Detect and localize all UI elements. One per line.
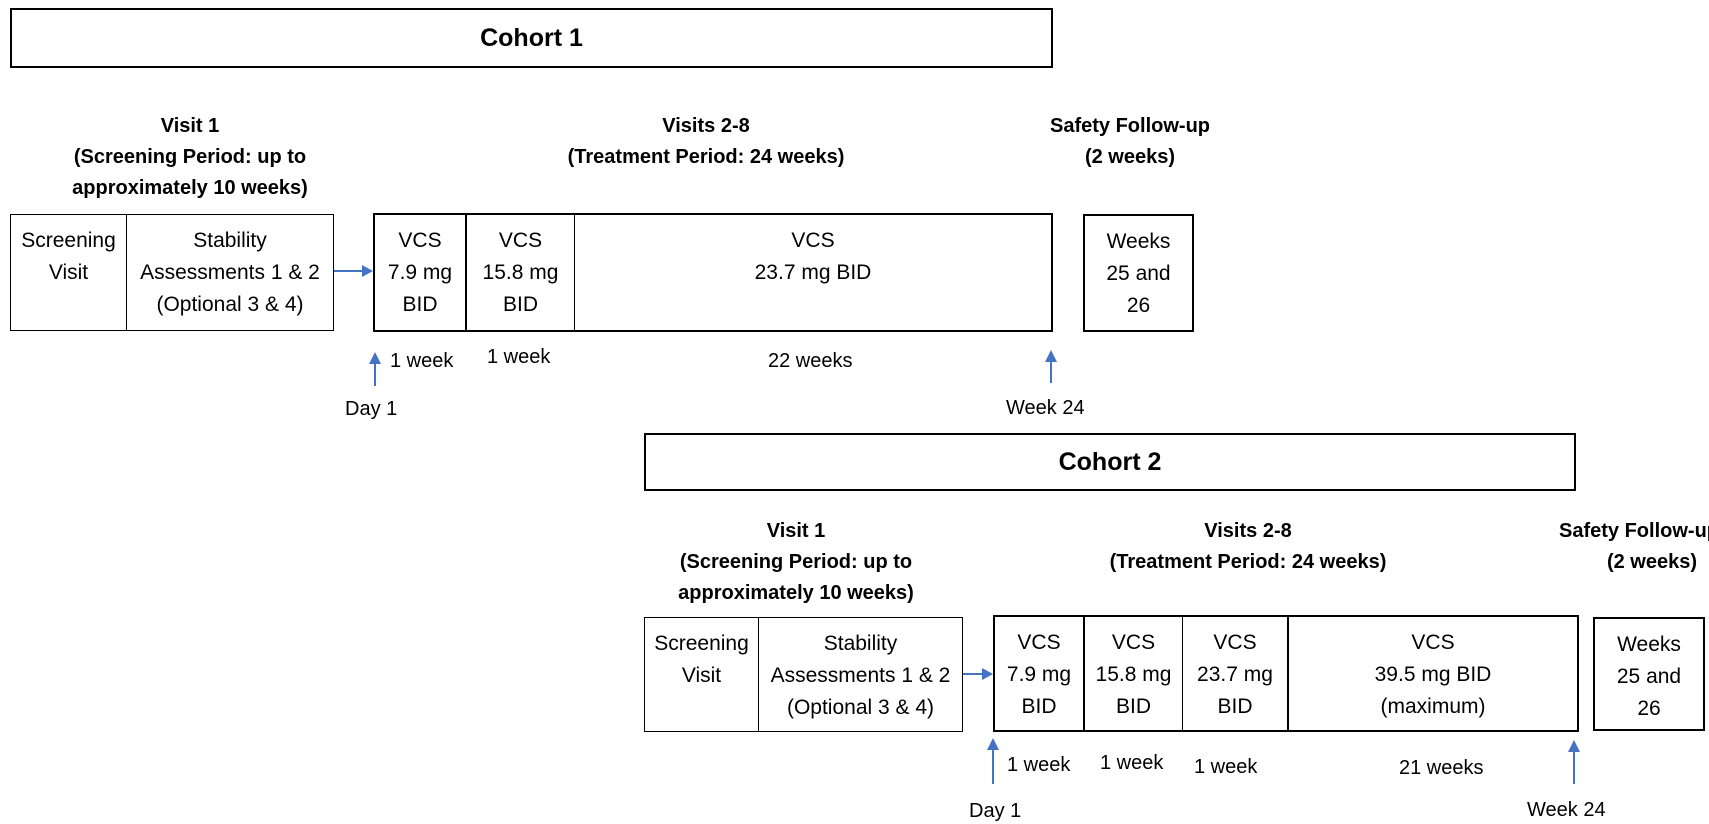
cell-line: BID [402, 293, 438, 316]
cell-line: 39.5 mg BID [1374, 663, 1492, 686]
cohort1-week24-label: Week 24 [1006, 397, 1085, 419]
cell-line: (maximum) [1380, 695, 1486, 718]
cell-line: BID [1115, 695, 1151, 718]
cohort2-treatment-box: VCS 7.9 mg BID VCS 15.8 mg BID VCS 23.7 … [993, 615, 1579, 732]
cohort1-visits2-8-header: Visits 2-8 (Treatment Period: 24 weeks) [536, 111, 876, 173]
cohort2-transition-arrow [963, 668, 993, 680]
cell-line: Screening [654, 632, 749, 655]
cell-line: 23.7 mg [1197, 663, 1273, 686]
cohort2-day1-label: Day 1 [969, 800, 1022, 822]
cohort2-title: Cohort 2 [1058, 447, 1162, 476]
cohort1-duration-2: 1 week [487, 346, 551, 368]
screening-visit-cell: Screening Visit [11, 215, 126, 330]
cell-line: Stability [193, 229, 267, 252]
cohort1-treatment-box: VCS 7.9 mg BID VCS 15.8 mg BID VCS 23.7 … [373, 213, 1053, 332]
cell-line: VCS [498, 229, 543, 252]
cell-line: 15.8 mg [482, 261, 559, 284]
cohort2-safety-header: Safety Follow-up (2 weeks) [1559, 516, 1709, 578]
cell-line: Weeks [1106, 230, 1171, 253]
cell-line: BID [1021, 695, 1057, 718]
cell-line: BID [502, 293, 538, 316]
header-line: (2 weeks) [1606, 551, 1697, 573]
cell-line: Weeks [1617, 633, 1681, 656]
cohort1-duration-1: 1 week [390, 350, 454, 372]
header-line: Visit 1 [766, 520, 826, 542]
cohort2-duration-3: 1 week [1194, 756, 1258, 778]
cohort2-visits2-8-header: Visits 2-8 (Treatment Period: 24 weeks) [1078, 516, 1418, 578]
cell-line: Assessments 1 & 2 [770, 664, 951, 687]
cell-line: Visit [48, 261, 89, 284]
cell-line: Stability [823, 632, 898, 655]
header-line: Safety Follow-up [1050, 115, 1210, 137]
header-line: approximately 10 weeks) [678, 582, 914, 604]
cohort2-safety-box: Weeks 25 and 26 [1593, 617, 1705, 731]
cell-line: 15.8 mg [1095, 663, 1172, 686]
dose-cell-15-8mg: VCS 15.8 mg BID [1083, 617, 1182, 730]
cohort1-duration-3: 22 weeks [768, 350, 853, 372]
header-line: (2 weeks) [1084, 146, 1176, 168]
safety-weeks-cell: Weeks 25 and 26 [1595, 619, 1703, 729]
cohort2-week24-arrow [1568, 740, 1580, 784]
cohort2-screening-box: Screening Visit Stability Assessments 1 … [644, 617, 963, 732]
cohort2-duration-2: 1 week [1100, 752, 1164, 774]
cohort1-week24-arrow [1045, 350, 1057, 383]
cohort2-duration-4: 21 weeks [1399, 757, 1484, 779]
dose-cell-15-8mg: VCS 15.8 mg BID [465, 215, 574, 330]
cell-line: 7.9 mg [387, 261, 453, 284]
dose-cell-23-7mg: VCS 23.7 mg BID [1182, 617, 1287, 730]
cell-line: 23.7 mg BID [754, 261, 872, 284]
cohort1-day1-label: Day 1 [345, 398, 398, 420]
cell-line: VCS [1017, 631, 1061, 654]
dose-cell-7-9mg: VCS 7.9 mg BID [995, 617, 1083, 730]
cell-line: VCS [1411, 631, 1455, 654]
header-line: (Screening Period: up to [73, 146, 307, 168]
cell-line: 25 and [1106, 262, 1171, 285]
cell-line: VCS [398, 229, 442, 252]
safety-weeks-cell: Weeks 25 and 26 [1085, 216, 1192, 330]
cohort2-banner: Cohort 2 [644, 433, 1576, 491]
stability-assessments-cell: Stability Assessments 1 & 2 (Optional 3 … [126, 215, 333, 330]
header-line: (Treatment Period: 24 weeks) [1109, 551, 1387, 573]
header-line: Visits 2-8 [662, 115, 750, 137]
cohort1-transition-arrow [334, 265, 373, 277]
cell-line: VCS [1111, 631, 1156, 654]
dose-cell-23-7mg: VCS 23.7 mg BID [574, 215, 1051, 330]
cell-line: (Optional 3 & 4) [156, 293, 304, 316]
cell-line: BID [1217, 695, 1253, 718]
cell-line: 25 and [1616, 665, 1682, 688]
cohort1-banner: Cohort 1 [10, 8, 1053, 68]
cell-line: Visit [681, 664, 722, 687]
cohort2-day1-arrow [987, 738, 999, 784]
screening-visit-cell: Screening Visit [645, 618, 758, 731]
cell-line: (Optional 3 & 4) [786, 696, 935, 719]
cohort1-visit1-header: Visit 1 (Screening Period: up to approxi… [40, 111, 340, 204]
cell-line: 26 [1126, 294, 1151, 317]
header-line: Safety Follow-up [1559, 520, 1709, 542]
dose-cell-39-5mg: VCS 39.5 mg BID (maximum) [1287, 617, 1577, 730]
cohort1-screening-box: Screening Visit Stability Assessments 1 … [10, 214, 334, 331]
cell-line: 7.9 mg [1006, 663, 1072, 686]
cohort1-day1-arrow [369, 352, 381, 386]
cell-line: VCS [1213, 631, 1257, 654]
cohort1-title: Cohort 1 [480, 23, 583, 52]
cohort2-duration-1: 1 week [1007, 754, 1071, 776]
cell-line: Assessments 1 & 2 [140, 261, 320, 284]
header-line: approximately 10 weeks) [72, 177, 308, 199]
header-line: Visits 2-8 [1204, 520, 1292, 542]
cell-line: Screening [21, 229, 116, 252]
cohort2-visit1-header: Visit 1 (Screening Period: up to approxi… [646, 516, 946, 609]
stability-assessments-cell: Stability Assessments 1 & 2 (Optional 3 … [758, 618, 962, 731]
cell-line: 26 [1637, 697, 1661, 720]
dose-cell-7-9mg: VCS 7.9 mg BID [375, 215, 465, 330]
cohort1-safety-box: Weeks 25 and 26 [1083, 214, 1194, 332]
cell-line: VCS [791, 229, 835, 252]
header-line: (Screening Period: up to [679, 551, 913, 573]
cohort2-week24-label: Week 24 [1527, 799, 1606, 821]
header-line: (Treatment Period: 24 weeks) [567, 146, 845, 168]
header-line: Visit 1 [160, 115, 220, 137]
cohort1-safety-header: Safety Follow-up (2 weeks) [1040, 111, 1220, 173]
